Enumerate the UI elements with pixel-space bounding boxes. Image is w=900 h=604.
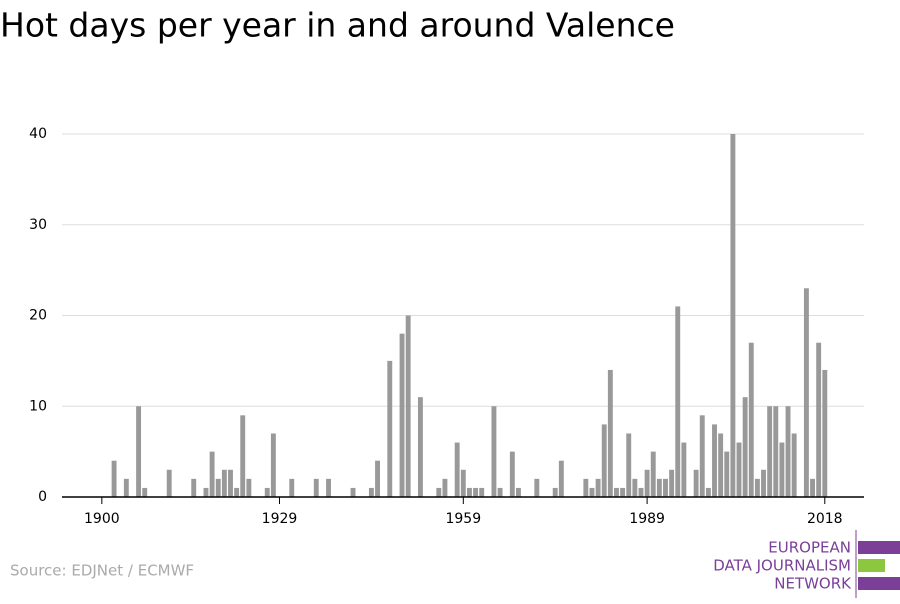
bar — [515, 487, 521, 497]
bar — [656, 478, 662, 497]
bar — [791, 433, 797, 497]
bar — [730, 134, 736, 497]
bar — [583, 478, 589, 497]
bar — [240, 415, 246, 497]
logo-text: DATA JOURNALISM — [713, 557, 851, 575]
logo-text: EUROPEAN — [768, 539, 851, 557]
bar — [552, 487, 558, 497]
bar — [191, 478, 197, 497]
bar — [460, 469, 466, 497]
bar — [375, 460, 380, 497]
bar — [264, 487, 270, 497]
bar — [246, 478, 252, 497]
bar — [810, 478, 815, 497]
bar — [491, 406, 497, 497]
bar — [442, 478, 448, 497]
bar — [718, 433, 724, 497]
bar — [558, 460, 564, 497]
bar — [417, 397, 423, 497]
bar — [534, 478, 540, 497]
bar — [663, 478, 668, 497]
bar — [607, 369, 613, 497]
bar — [644, 469, 650, 497]
bar — [699, 415, 705, 497]
y-tick-label: 10 — [29, 398, 47, 414]
y-tick-label: 0 — [38, 489, 47, 505]
bar — [614, 487, 619, 497]
bar — [669, 469, 675, 497]
bar — [142, 487, 148, 497]
bar — [803, 288, 809, 497]
bar — [123, 478, 129, 497]
bar — [473, 487, 479, 497]
bar — [675, 306, 681, 497]
bar — [387, 360, 393, 497]
bar — [479, 487, 485, 497]
bar — [436, 487, 442, 497]
bar — [761, 469, 766, 497]
bar — [626, 433, 632, 497]
bar — [350, 487, 356, 497]
bar — [166, 469, 172, 497]
x-tick-label: 1989 — [629, 511, 665, 527]
bar — [454, 442, 460, 497]
logo-text: NETWORK — [774, 575, 852, 593]
bar — [497, 487, 503, 497]
bar — [228, 469, 233, 497]
bar — [620, 487, 626, 497]
x-tick-label: 1900 — [84, 511, 120, 527]
bar — [779, 442, 785, 497]
bar — [215, 478, 221, 497]
bar — [767, 406, 773, 497]
bar — [816, 342, 822, 497]
bar — [136, 406, 142, 497]
bar — [466, 487, 472, 497]
bar — [681, 442, 687, 497]
bar — [405, 315, 411, 497]
bar — [289, 478, 295, 497]
bar — [234, 487, 240, 497]
logo-bar — [858, 559, 885, 572]
x-tick-label: 2018 — [807, 511, 843, 527]
bar — [736, 442, 742, 497]
bar — [399, 333, 405, 497]
bar — [822, 369, 828, 497]
bar — [742, 397, 748, 497]
bar — [326, 478, 331, 497]
bar — [712, 424, 717, 497]
bar — [601, 424, 607, 497]
bar — [705, 487, 711, 497]
bar — [650, 451, 656, 497]
bar — [111, 460, 117, 497]
y-tick-label: 30 — [29, 217, 47, 233]
y-tick-label: 20 — [29, 308, 47, 324]
logo-bar — [858, 541, 900, 554]
bar — [221, 469, 227, 497]
bar — [270, 433, 276, 497]
source: Source: EDJNet / ECMWF — [10, 562, 194, 580]
bar — [754, 478, 760, 497]
bar — [203, 487, 209, 497]
bar — [638, 487, 644, 497]
y-tick-label: 40 — [29, 126, 47, 142]
bar — [313, 478, 319, 497]
bar — [589, 487, 595, 497]
bar — [209, 451, 215, 497]
bar — [748, 342, 754, 497]
bar — [724, 451, 730, 497]
bar — [773, 406, 779, 497]
x-tick-label: 1959 — [445, 511, 481, 527]
bar — [693, 469, 699, 497]
logo-bar — [858, 577, 900, 590]
chart-title: Hot days per year in and around Valence — [0, 6, 675, 45]
bar — [368, 487, 374, 497]
bar — [785, 406, 791, 497]
bar — [632, 478, 638, 497]
bar — [509, 451, 515, 497]
bar — [595, 478, 601, 497]
x-tick-label: 1929 — [262, 511, 298, 527]
